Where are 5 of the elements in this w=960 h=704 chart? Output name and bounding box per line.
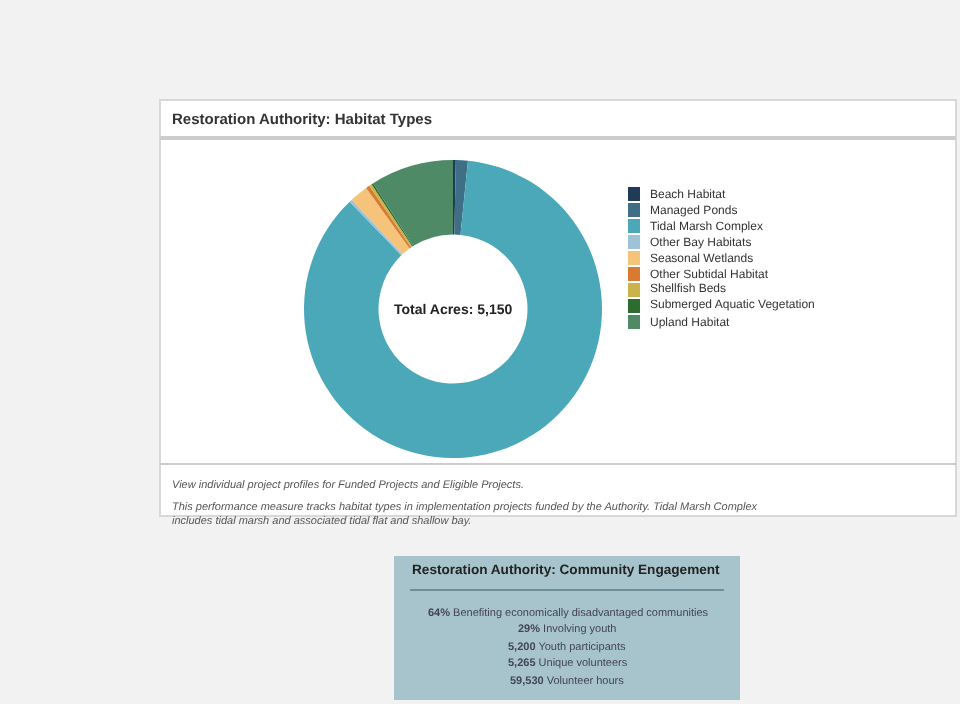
donut-slice (454, 160, 468, 235)
donut-slice (304, 160, 602, 458)
donut-slice (351, 187, 410, 255)
donut-slice (373, 160, 453, 247)
donut-slice (349, 199, 403, 256)
